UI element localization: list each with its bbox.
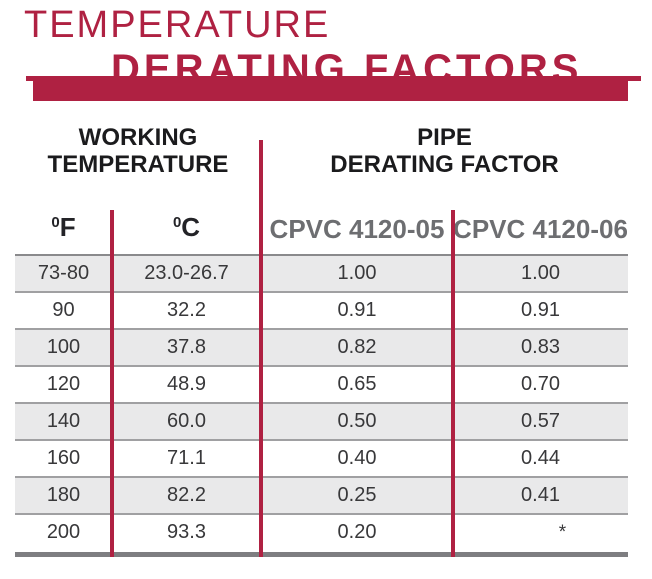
table-cell: 32.2	[167, 299, 206, 321]
table-cell: 200	[46, 521, 81, 543]
table-row: 73-80 23.0-26.7 1.00 1.00	[15, 256, 628, 293]
table-bottom-rule	[15, 552, 628, 557]
column-header-cpvc-4120-05: CPVC 4120-05	[269, 214, 445, 244]
table-cell: 120	[46, 373, 81, 395]
table-cell: 60.0	[167, 410, 206, 432]
table-cell: 0.20	[337, 521, 377, 543]
section-divider-temperature-derating	[259, 140, 263, 557]
column-header-f: 0F	[15, 206, 112, 253]
table-cell: 0.91	[521, 299, 560, 321]
title-accent-bar	[33, 81, 628, 101]
table-cell: 0.41	[521, 484, 560, 506]
table-cell: 37.8	[167, 336, 206, 358]
degree-superscript: 0	[51, 213, 60, 231]
group-header-pipe-derating-factor: PIPE DERATING FACTOR	[261, 124, 628, 178]
table-cell: 0.82	[337, 336, 377, 358]
table-cell: 0.57	[521, 410, 560, 432]
table-cell: 180	[46, 484, 81, 506]
table-cell: 0.70	[521, 373, 560, 395]
group-header-line: PIPE	[417, 124, 472, 151]
table-cell: 71.1	[167, 447, 206, 469]
group-header-line: WORKING	[78, 124, 198, 151]
table-cell: 1.00	[521, 262, 560, 284]
table-cell: 82.2	[167, 484, 206, 506]
table-cell: 0.50	[337, 410, 377, 432]
table-row: 200 93.3 0.20 *	[15, 515, 628, 552]
table-cell: 90	[52, 299, 75, 321]
table-cell: 0.91	[337, 299, 377, 321]
table-cell: 140	[46, 410, 81, 432]
column-divider-f-c	[110, 210, 114, 557]
column-header-label: C	[181, 211, 201, 242]
table-cell: 0.65	[337, 373, 377, 395]
table-cell-footnote-asterisk: *	[558, 522, 567, 543]
table-cell: 1.00	[337, 262, 377, 284]
table-cell: 0.40	[337, 447, 377, 469]
table-row: 140 60.0 0.50 0.57	[15, 404, 628, 441]
group-header-line: TEMPERATURE	[47, 151, 229, 178]
table-cell: 0.25	[337, 484, 377, 506]
column-header-c: 0C	[112, 206, 261, 253]
column-header-row: 0F 0C CPVC 4120-05 CPVC 4120-06	[15, 208, 628, 250]
table-cell: 23.0-26.7	[144, 262, 229, 284]
table-cell: 0.44	[521, 447, 560, 469]
page-title-line1: TEMPERATURE	[24, 4, 331, 46]
table-row: 90 32.2 0.91 0.91	[15, 293, 628, 330]
column-header-cpvc-4120-06: CPVC 4120-06	[453, 214, 628, 244]
table-cell: 48.9	[167, 373, 206, 395]
table-cell: 93.3	[167, 521, 206, 543]
group-header-working-temperature: WORKING TEMPERATURE	[15, 124, 261, 178]
table-row: 180 82.2 0.25 0.41	[15, 478, 628, 515]
table-row: 120 48.9 0.65 0.70	[15, 367, 628, 404]
column-divider-cpvc05-cpvc06	[451, 210, 455, 557]
table-row: 100 37.8 0.82 0.83	[15, 330, 628, 367]
table-row: 160 71.1 0.40 0.44	[15, 441, 628, 478]
table-body: 73-80 23.0-26.7 1.00 1.00 90 32.2 0.91 0…	[15, 256, 628, 552]
subheader-divider-rule	[15, 254, 628, 256]
title-underline-rule	[26, 76, 641, 81]
column-header-label: F	[59, 211, 76, 242]
group-header-line: DERATING FACTOR	[330, 151, 559, 178]
table-cell: 73-80	[37, 262, 90, 284]
degree-superscript: 0	[172, 213, 182, 231]
table-cell: 0.83	[521, 336, 560, 358]
table-cell: 100	[46, 336, 81, 358]
table-cell: 160	[46, 447, 81, 469]
